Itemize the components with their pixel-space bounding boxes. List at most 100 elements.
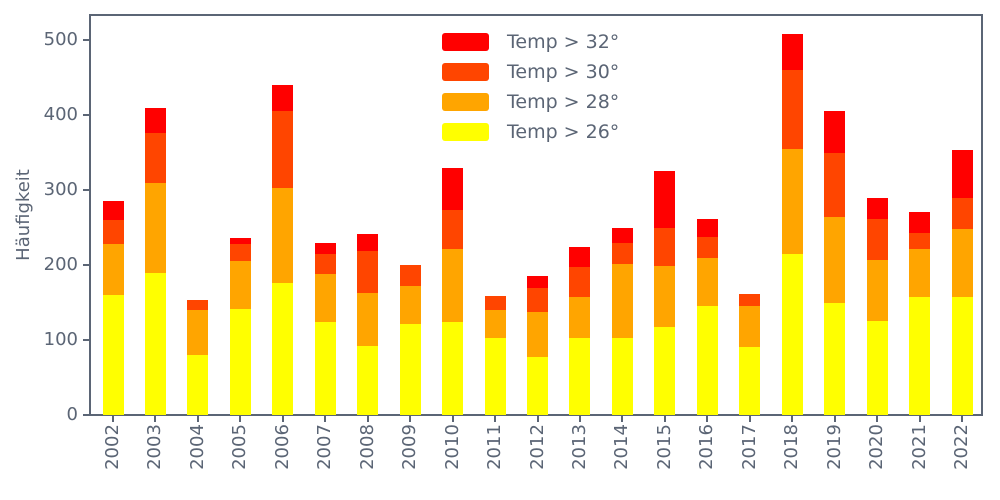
x-tick-label-2009: 2009 (399, 424, 421, 470)
bar-segment-2008-32 (357, 233, 379, 251)
y-tick-500 (83, 39, 89, 41)
legend-label: Temp > 32° (507, 31, 620, 53)
bar-segment-2011-28 (484, 310, 506, 338)
bar-segment-2021-30 (909, 232, 931, 250)
bar-segment-2015-26 (654, 327, 676, 415)
bar-segment-2007-30 (314, 253, 336, 274)
y-tick-200 (83, 264, 89, 266)
x-tick-2012 (536, 416, 539, 422)
bar-segment-2015-30 (654, 227, 676, 266)
legend-entry-3: Temp > 26° (442, 117, 619, 147)
x-tick-2002 (112, 416, 114, 422)
bar-segment-2008-28 (357, 292, 379, 346)
bar-segment-2007-26 (314, 322, 336, 415)
bar-segment-2015-28 (654, 265, 676, 328)
bar-segment-2012-28 (527, 311, 548, 357)
bar-segment-2012-32 (527, 276, 548, 288)
bar-2015 (654, 171, 676, 415)
x-tick-label-2016: 2016 (696, 424, 718, 470)
bar-segment-2012-30 (527, 287, 548, 312)
y-tick-label-300: 300 (43, 179, 78, 200)
x-tick-label-2019: 2019 (823, 424, 845, 470)
bar-2020 (866, 197, 888, 415)
y-tick-400 (83, 114, 89, 116)
legend-swatch-icon (442, 93, 489, 111)
bar-segment-2008-30 (357, 250, 379, 293)
x-tick-2006 (281, 416, 284, 422)
bar-segment-2006-32 (272, 85, 294, 112)
bar-segment-2020-30 (866, 218, 888, 260)
bar-2019 (824, 111, 846, 415)
bar-segment-2019-30 (824, 152, 846, 217)
x-tick-2019 (833, 416, 836, 422)
x-tick-label-2014: 2014 (611, 424, 633, 470)
bar-segment-2009-26 (399, 323, 421, 415)
x-tick-2005 (239, 416, 242, 422)
x-tick-2014 (621, 416, 624, 422)
legend-label: Temp > 26° (507, 121, 620, 143)
x-tick-label-2013: 2013 (568, 424, 590, 470)
bar-segment-2021-28 (909, 249, 931, 297)
bar-segment-2010-28 (442, 248, 464, 322)
bar-segment-2020-26 (866, 320, 888, 415)
legend-swatch-icon (442, 123, 489, 141)
bar-segment-2002-26 (102, 295, 124, 415)
y-tick-label-200: 200 (43, 254, 78, 275)
bar-2022 (951, 150, 973, 415)
bar-2003 (144, 108, 166, 415)
bar-2005 (229, 238, 251, 415)
legend-swatch-icon (442, 33, 489, 51)
bar-segment-2002-28 (102, 244, 124, 295)
x-tick-label-2012: 2012 (526, 424, 548, 470)
bar-segment-2013-32 (569, 247, 591, 267)
bar-segment-2022-30 (951, 198, 973, 229)
bar-segment-2006-30 (272, 111, 294, 188)
legend-entry-0: Temp > 32° (442, 27, 619, 57)
bar-segment-2003-30 (144, 133, 166, 183)
bar-segment-2007-28 (314, 274, 336, 322)
bar-segment-2018-26 (781, 253, 803, 415)
bar-segment-2012-26 (527, 356, 548, 415)
y-tick-300 (83, 189, 89, 191)
bar-2009 (399, 265, 421, 415)
bar-2007 (314, 242, 336, 415)
x-tick-label-2007: 2007 (314, 424, 336, 470)
bar-segment-2021-32 (909, 211, 931, 233)
x-tick-label-2022: 2022 (951, 424, 972, 470)
x-tick-label-2002: 2002 (102, 424, 123, 470)
bar-segment-2014-26 (611, 337, 633, 415)
y-tick-100 (83, 339, 89, 341)
x-tick-2003 (154, 416, 157, 422)
bar-2021 (909, 211, 931, 415)
bar-segment-2013-28 (569, 296, 591, 338)
bar-segment-2006-28 (272, 187, 294, 283)
bar-segment-2011-30 (484, 295, 506, 310)
x-tick-label-2018: 2018 (781, 424, 803, 470)
bar-segment-2009-30 (399, 265, 421, 286)
x-tick-2011 (494, 416, 497, 422)
bar-2004 (187, 300, 209, 415)
y-tick-label-500: 500 (43, 29, 78, 50)
bar-2002 (102, 201, 124, 415)
bar-segment-2016-32 (696, 218, 718, 238)
bar-segment-2014-32 (611, 227, 633, 244)
bar-segment-2003-32 (144, 108, 166, 133)
x-tick-label-2008: 2008 (356, 424, 378, 470)
bar-segment-2017-30 (739, 293, 761, 306)
bar-segment-2010-30 (442, 209, 464, 249)
x-tick-2022 (961, 416, 963, 422)
left-spine (89, 14, 91, 416)
legend-label: Temp > 28° (507, 91, 620, 113)
bar-segment-2020-28 (866, 259, 888, 321)
bar-segment-2003-28 (144, 182, 166, 273)
bar-segment-2018-28 (781, 148, 803, 254)
y-tick-label-0: 0 (66, 404, 78, 425)
x-tick-2015 (663, 416, 666, 422)
x-tick-label-2006: 2006 (271, 424, 293, 470)
bar-2012 (527, 276, 548, 415)
bottom-spine (89, 414, 983, 416)
legend-entry-2: Temp > 28° (442, 87, 619, 117)
x-tick-label-2020: 2020 (866, 424, 888, 470)
x-tick-2016 (706, 416, 709, 422)
bar-segment-2016-30 (696, 237, 718, 259)
